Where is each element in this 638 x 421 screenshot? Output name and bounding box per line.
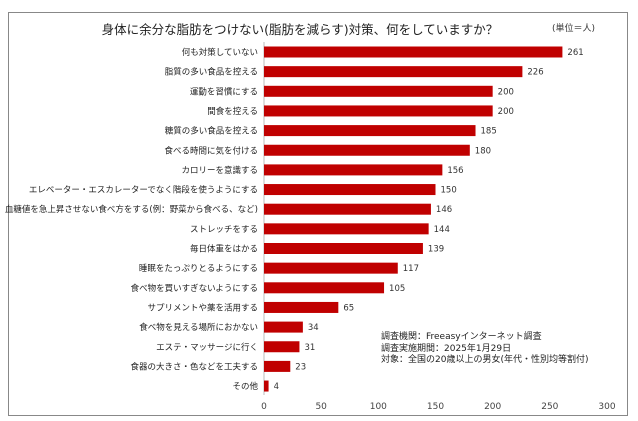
category-label: 何も対策していない [182, 47, 258, 58]
category-label: 食器の大きさ・色などを工夫する [130, 361, 258, 372]
bar [264, 144, 470, 156]
note-line: 調査機関：Freeasyインターネット調査 [381, 332, 542, 342]
value-label: 34 [308, 323, 319, 333]
note-line: 対象：全国の20歳以上の男女(年代・性別均等割付) [381, 355, 589, 365]
bar [264, 125, 476, 137]
x-tick-label: 50 [315, 402, 327, 412]
value-label: 4 [274, 382, 279, 392]
x-tick-label: 250 [541, 402, 558, 412]
bar [264, 301, 339, 313]
unit-label: (単位＝人) [552, 24, 596, 34]
category-label: 糖質の多い食品を控える [165, 126, 258, 137]
x-tick-label: 100 [370, 402, 387, 412]
chart-title: 身体に余分な脂肪をつけない(脂肪を減らす)対策、何をしていますか？ [101, 22, 499, 37]
bar [264, 360, 291, 372]
category-label: 食べ物を買いすぎないようにする [131, 283, 258, 294]
x-tick-label: 0 [261, 402, 267, 412]
value-label: 200 [498, 87, 514, 97]
bar [264, 164, 443, 176]
value-label: 23 [295, 362, 306, 372]
bar [264, 341, 300, 353]
category-label: ストレッチをする [190, 225, 258, 235]
category-label: 食べる時間に気を付ける [164, 145, 258, 156]
category-label: サプリメントや薬を活用する [147, 302, 258, 313]
bar [264, 105, 493, 117]
bar [264, 262, 398, 274]
x-tick-label: 300 [598, 402, 615, 412]
bar [264, 282, 385, 294]
category-label: 睡眠をたっぷりとるようにする [139, 264, 258, 274]
x-tick-label: 150 [427, 402, 444, 412]
bar [264, 243, 423, 254]
category-label: 食べ物を見える場所におかない [139, 322, 258, 333]
note-line: 調査実施期間：2025年1月29日 [381, 343, 512, 354]
category-label: エレベーター・エスカレーターでなく階段を使うようにする [29, 185, 258, 196]
value-label: 226 [527, 68, 543, 78]
category-label: 毎日体重をはかる [190, 244, 258, 255]
value-label: 185 [481, 127, 497, 137]
category-label: エステ・マッサージに行く [156, 342, 258, 353]
category-label: 運動を習慣にする [190, 86, 258, 97]
value-label: 139 [428, 245, 444, 255]
category-label: その他 [232, 381, 258, 392]
survey-notes: 調査機関：Freeasyインターネット調査 調査実施期間：2025年1月29日 … [381, 332, 588, 367]
bar [264, 380, 269, 392]
category-label: 間食を控える [207, 106, 258, 117]
value-label: 65 [343, 303, 354, 313]
bar [264, 223, 429, 235]
x-tick-label: 200 [484, 402, 501, 412]
category-label: 脂質の多い食品を控える [165, 67, 258, 78]
bar [264, 66, 523, 78]
bar [264, 85, 493, 97]
value-label: 117 [403, 264, 419, 274]
value-label: 144 [434, 225, 450, 235]
value-label: 200 [498, 107, 514, 117]
chart-frame [8, 12, 628, 416]
category-label: カロリーを意識する [181, 165, 258, 176]
value-label: 150 [441, 186, 457, 196]
bar [264, 321, 303, 333]
value-label: 105 [389, 284, 405, 294]
value-label: 146 [436, 205, 452, 215]
value-label: 156 [447, 166, 463, 176]
bar [264, 203, 431, 215]
bar [264, 46, 563, 58]
value-label: 31 [304, 343, 315, 353]
value-label: 261 [567, 48, 583, 58]
bar [264, 184, 436, 196]
value-label: 180 [475, 146, 491, 156]
category-label: 血糖値を急上昇させない食べ方をする(例：野菜から食べる、など) [5, 204, 258, 215]
